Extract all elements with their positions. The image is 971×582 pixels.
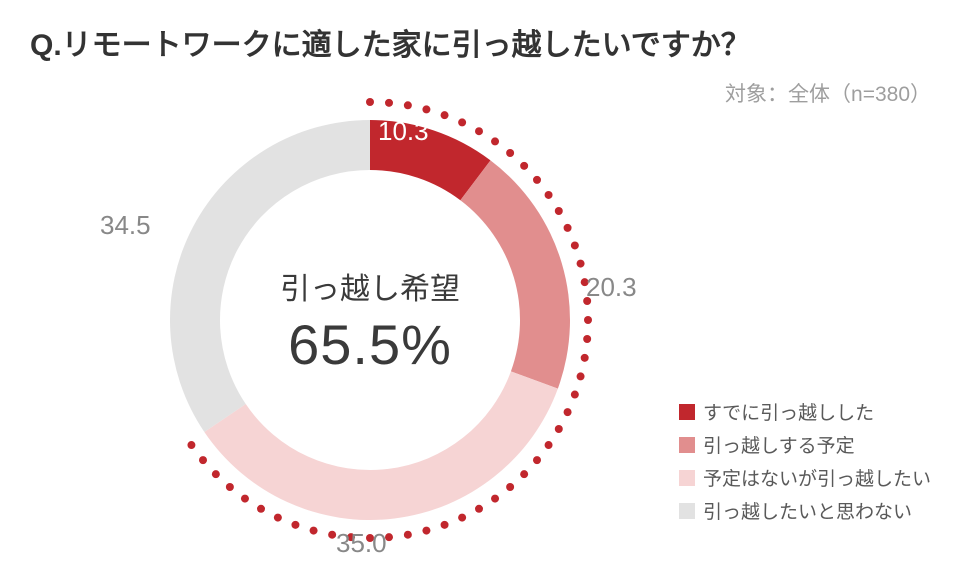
root: Q.リモートワークに適した家に引っ越したいですか？ 対象：全体（n=380） 引… xyxy=(0,0,971,582)
legend: すでに引っ越しした 引っ越しする予定 予定はないが引っ越したい 引っ越したいと思… xyxy=(679,398,931,530)
slice-label-2: 35.0 xyxy=(336,528,387,559)
donut-svg xyxy=(130,80,610,560)
question-title: Q.リモートワークに適した家に引っ越したいですか？ xyxy=(30,20,751,64)
legend-label-2: 予定はないが引っ越したい xyxy=(703,464,931,491)
legend-swatch-3 xyxy=(679,503,695,519)
legend-swatch-2 xyxy=(679,470,695,486)
legend-label-3: 引っ越したいと思わない xyxy=(703,497,912,524)
legend-swatch-0 xyxy=(679,404,695,420)
legend-item-1: 引っ越しする予定 xyxy=(679,431,931,458)
slice-label-1: 20.3 xyxy=(586,272,637,303)
legend-item-3: 引っ越したいと思わない xyxy=(679,497,931,524)
legend-item-2: 予定はないが引っ越したい xyxy=(679,464,931,491)
donut-chart: 引っ越し希望 65.5% 10.3 20.3 35.0 34.5 xyxy=(130,80,610,560)
legend-swatch-1 xyxy=(679,437,695,453)
sample-subtitle: 対象：全体（n=380） xyxy=(725,78,931,108)
legend-item-0: すでに引っ越しした xyxy=(679,398,931,425)
slice-label-3: 34.5 xyxy=(100,210,151,241)
legend-label-1: 引っ越しする予定 xyxy=(703,431,855,458)
legend-label-0: すでに引っ越しした xyxy=(703,398,874,425)
slice-label-0: 10.3 xyxy=(378,116,429,147)
